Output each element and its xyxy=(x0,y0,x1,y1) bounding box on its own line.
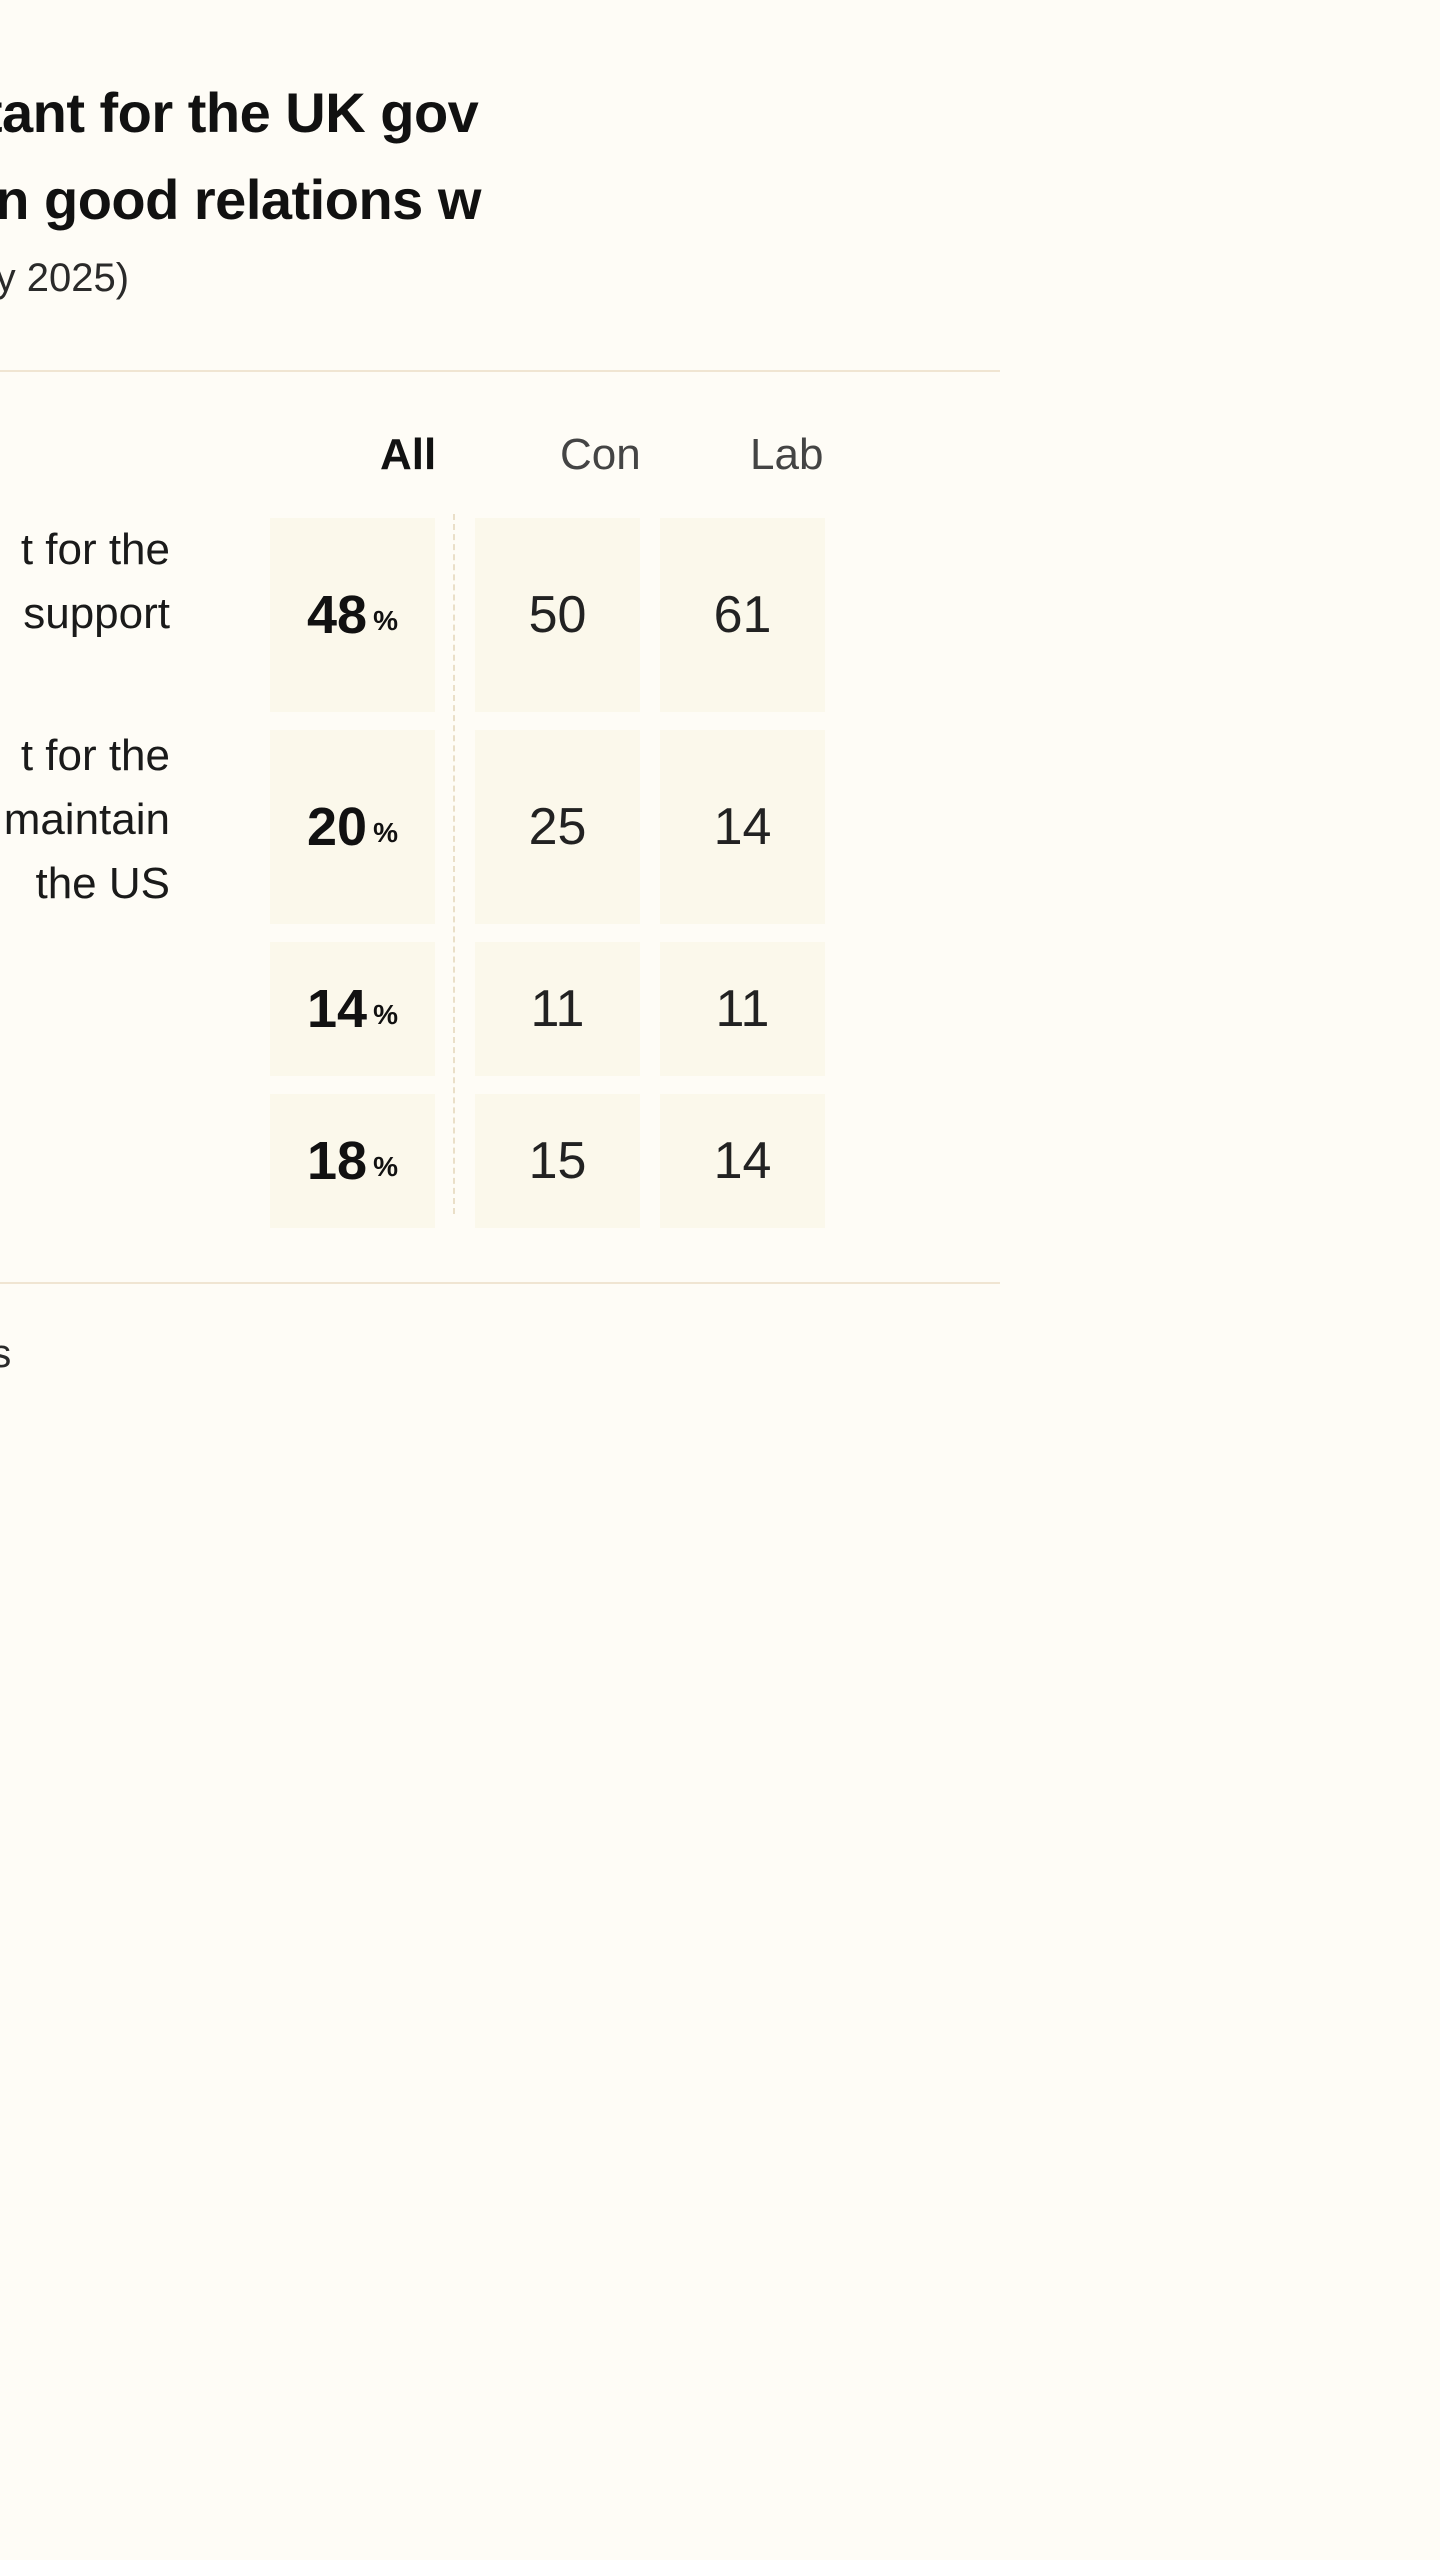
table-header-row: All Con Lab xyxy=(0,430,900,500)
subtitle-date: 20 February 2025) xyxy=(0,256,129,301)
footer-tagline: world thinks xyxy=(0,1332,11,1377)
col-head-con: Con xyxy=(560,430,641,480)
divider-top xyxy=(0,370,1000,372)
col-head-lab: Lab xyxy=(750,430,823,480)
table-row: 18% 15 14 xyxy=(0,1094,900,1228)
cell-lab: 14 xyxy=(660,730,825,924)
cell-all: 48% xyxy=(270,518,435,712)
title-line-2: e or to maintain good relations w xyxy=(0,168,481,231)
cell-lab: 14 xyxy=(660,1094,825,1228)
table-row: t for the maintain the US 20% 25 14 xyxy=(0,730,900,924)
divider-bottom xyxy=(0,1282,1000,1284)
cell-lab: 61 xyxy=(660,518,825,712)
poll-table-crop: is more important for the UK gov e or to… xyxy=(0,0,819,1456)
row-label: t for the maintain the US xyxy=(0,724,170,915)
title-line-1: is more important for the UK gov xyxy=(0,81,478,144)
page-title: is more important for the UK gov e or to… xyxy=(0,70,1020,244)
cell-all: 14% xyxy=(270,942,435,1076)
results-table: All Con Lab t for the support 48% 50 61 … xyxy=(0,430,900,1228)
cell-all: 18% xyxy=(270,1094,435,1228)
table-row: t for the support 48% 50 61 xyxy=(0,518,900,712)
table-row: 14% 11 11 xyxy=(0,942,900,1076)
cell-con: 15 xyxy=(475,1094,640,1228)
col-head-all: All xyxy=(380,430,436,480)
cell-all: 20% xyxy=(270,730,435,924)
row-label: t for the support xyxy=(0,518,170,646)
cell-con: 25 xyxy=(475,730,640,924)
cell-con: 11 xyxy=(475,942,640,1076)
cell-con: 50 xyxy=(475,518,640,712)
cell-lab: 11 xyxy=(660,942,825,1076)
